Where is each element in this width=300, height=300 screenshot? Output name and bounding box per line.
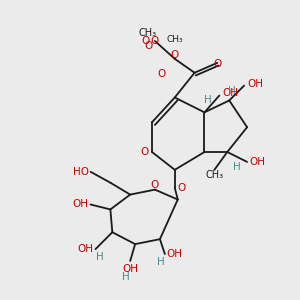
Text: HO: HO	[73, 167, 88, 177]
Text: O: O	[142, 36, 150, 46]
Text: OH: OH	[247, 79, 263, 88]
Text: OH: OH	[249, 157, 265, 167]
Text: CH₃: CH₃	[139, 28, 157, 38]
Text: H: H	[204, 95, 212, 106]
Text: CH₃: CH₃	[205, 170, 224, 180]
Text: OH: OH	[122, 264, 138, 274]
Text: O: O	[151, 180, 159, 190]
Text: OH: OH	[73, 200, 88, 209]
Text: O: O	[151, 36, 159, 46]
Text: O: O	[144, 41, 152, 51]
Text: O: O	[141, 147, 149, 157]
Text: H: H	[233, 162, 241, 172]
Text: H: H	[157, 257, 165, 267]
Text: OH: OH	[222, 88, 238, 98]
Text: O: O	[171, 50, 179, 60]
Text: H: H	[228, 85, 236, 96]
Text: O: O	[158, 69, 166, 79]
Text: H: H	[122, 272, 130, 282]
Text: H: H	[96, 252, 103, 262]
Text: CH₃: CH₃	[167, 34, 184, 43]
Text: O: O	[213, 59, 221, 69]
Text: OH: OH	[77, 244, 94, 254]
Text: O: O	[178, 183, 186, 193]
Text: OH: OH	[167, 249, 183, 259]
